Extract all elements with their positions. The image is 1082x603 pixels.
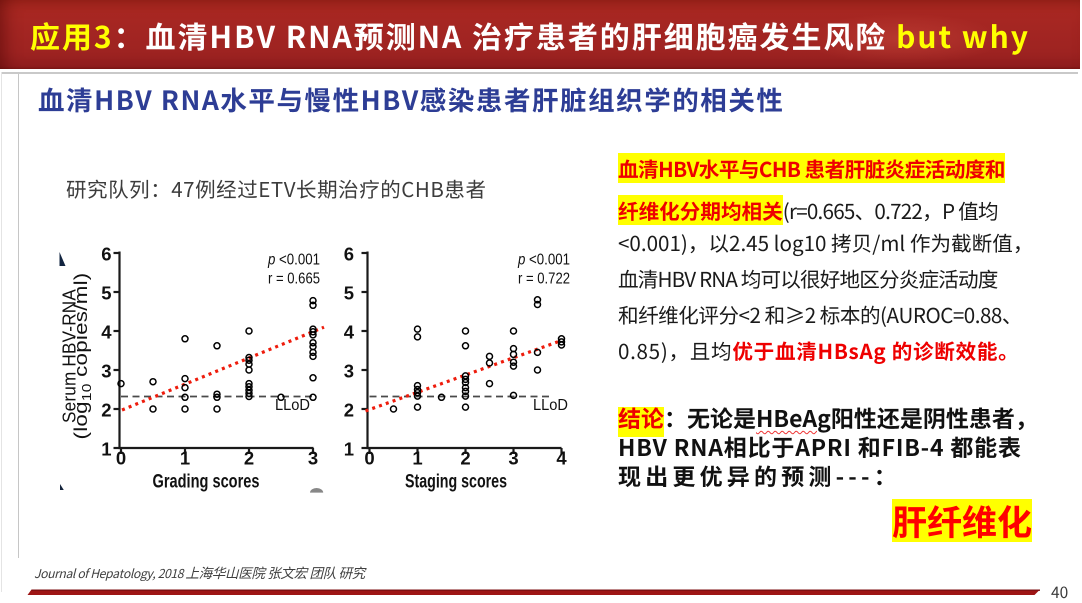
svg-text:3: 3 xyxy=(344,361,354,382)
svg-text:0: 0 xyxy=(364,448,374,469)
svg-text:(log10 copies/ml): (log10 copies/ml) xyxy=(71,273,94,440)
svg-text:5: 5 xyxy=(101,283,111,304)
svg-text:Staging scores: Staging scores xyxy=(405,472,507,493)
svg-text:2: 2 xyxy=(460,448,470,469)
svg-text:1: 1 xyxy=(101,439,111,460)
svg-text:1: 1 xyxy=(180,448,190,469)
svg-text:1: 1 xyxy=(344,439,354,460)
svg-text:2: 2 xyxy=(101,400,111,421)
svg-text:4: 4 xyxy=(101,322,112,343)
svg-text:3: 3 xyxy=(508,448,518,469)
svg-text:r = 0.722: r = 0.722 xyxy=(518,271,570,288)
svg-text:4: 4 xyxy=(556,448,567,469)
svg-text:3: 3 xyxy=(308,448,318,469)
svg-text:2: 2 xyxy=(244,448,254,469)
svg-text:LLoD: LLoD xyxy=(533,397,568,414)
svg-text:r = 0.665: r = 0.665 xyxy=(268,271,320,288)
svg-text:Serum HBV-RNA: Serum HBV-RNA xyxy=(60,289,80,423)
svg-text:1: 1 xyxy=(412,448,422,469)
svg-text:2: 2 xyxy=(344,400,354,421)
svg-text:6: 6 xyxy=(101,244,111,265)
svg-text:0: 0 xyxy=(116,448,126,469)
svg-text:6: 6 xyxy=(344,244,354,265)
svg-text:Grading scores: Grading scores xyxy=(153,472,260,493)
svg-text:LLoD: LLoD xyxy=(275,397,310,414)
svg-text:4: 4 xyxy=(344,322,355,343)
svg-text:5: 5 xyxy=(344,283,354,304)
svg-text:p <0.001: p <0.001 xyxy=(517,252,570,269)
svg-text:p <0.001: p <0.001 xyxy=(267,252,320,269)
svg-text:3: 3 xyxy=(101,361,111,382)
